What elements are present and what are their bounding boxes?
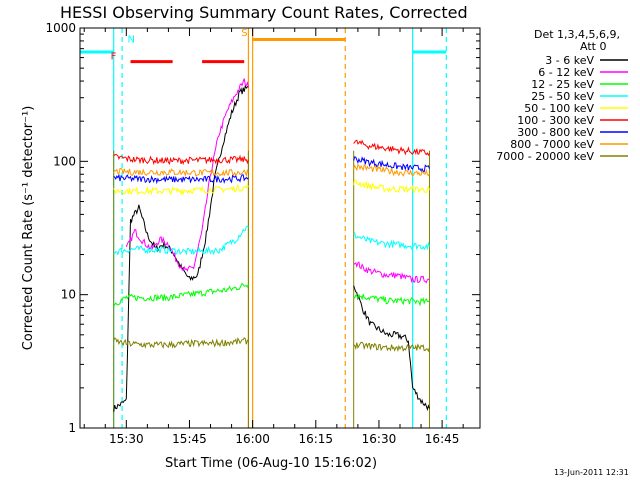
series-line-3-b xyxy=(353,232,430,251)
x-axis-ticks: 15:30 15:45 16:00 16:15 16:30 16:45 xyxy=(83,28,464,446)
series-line-7-b xyxy=(353,163,430,177)
series-line-2-a xyxy=(113,282,249,307)
legend-label: 25 - 50 keV xyxy=(531,90,594,103)
legend-label: 6 - 12 keV xyxy=(538,66,594,79)
series-line-4-b xyxy=(353,179,430,194)
legend-label: 12 - 25 keV xyxy=(531,78,594,91)
y-tick-label: 10 xyxy=(61,288,76,302)
series-line-0-b xyxy=(353,285,430,412)
x-tick-label: 16:15 xyxy=(298,432,333,446)
x-tick-label: 16:00 xyxy=(235,432,270,446)
flag-label-S: S xyxy=(241,28,247,39)
y-axis-label: Corrected Count Rate (s⁻¹ detector⁻¹) xyxy=(21,106,36,351)
series-line-5-b xyxy=(353,139,430,157)
legend-label: 7000 - 20000 keV xyxy=(496,150,594,163)
x-tick-label: 15:30 xyxy=(109,432,144,446)
series-line-4-a xyxy=(113,183,249,196)
legend-label: 3 - 6 keV xyxy=(545,54,594,67)
x-tick-label: 16:45 xyxy=(425,432,460,446)
series-line-8-a xyxy=(113,336,249,349)
series-line-5-a xyxy=(113,153,249,166)
legend-header-attenuator: Att 0 xyxy=(580,40,606,53)
flag-label-F: F xyxy=(111,52,117,63)
flag-label-N: N xyxy=(128,34,135,45)
y-tick-label: 100 xyxy=(53,154,76,168)
legend-header-detectors: Det 1,3,4,5,6,9, xyxy=(534,28,620,41)
legend-label: 50 - 100 keV xyxy=(524,102,594,115)
x-tick-label: 15:45 xyxy=(172,432,207,446)
series-line-6-a xyxy=(113,173,249,185)
series-line-1-b xyxy=(353,261,430,284)
legend-label: 800 - 7000 keV xyxy=(510,138,594,151)
plot-area: FN S xyxy=(80,28,447,428)
y-axis-ticks: 1 10 100 1000 xyxy=(45,21,480,435)
y-tick-label: 1 xyxy=(68,421,76,435)
series-line-7-a xyxy=(113,167,249,178)
legend-label: 300 - 800 keV xyxy=(517,126,594,139)
series-line-8-b xyxy=(353,341,430,353)
legend-label: 100 - 300 keV xyxy=(517,114,594,127)
footer-date: 13-Jun-2011 12:31 xyxy=(554,468,629,477)
y-tick-label: 1000 xyxy=(45,21,76,35)
series-line-0-a xyxy=(113,84,249,412)
x-axis-label: Start Time (06-Aug-10 15:16:02) xyxy=(165,456,377,471)
chart-title: HESSI Observing Summary Count Rates, Cor… xyxy=(60,3,468,22)
series-line-3-a xyxy=(113,225,249,256)
series-line-2-b xyxy=(353,293,430,307)
x-tick-label: 16:30 xyxy=(362,432,397,446)
plot-frame xyxy=(79,27,481,429)
series-line-6-b xyxy=(353,156,430,173)
series-line-1-a xyxy=(125,78,249,272)
